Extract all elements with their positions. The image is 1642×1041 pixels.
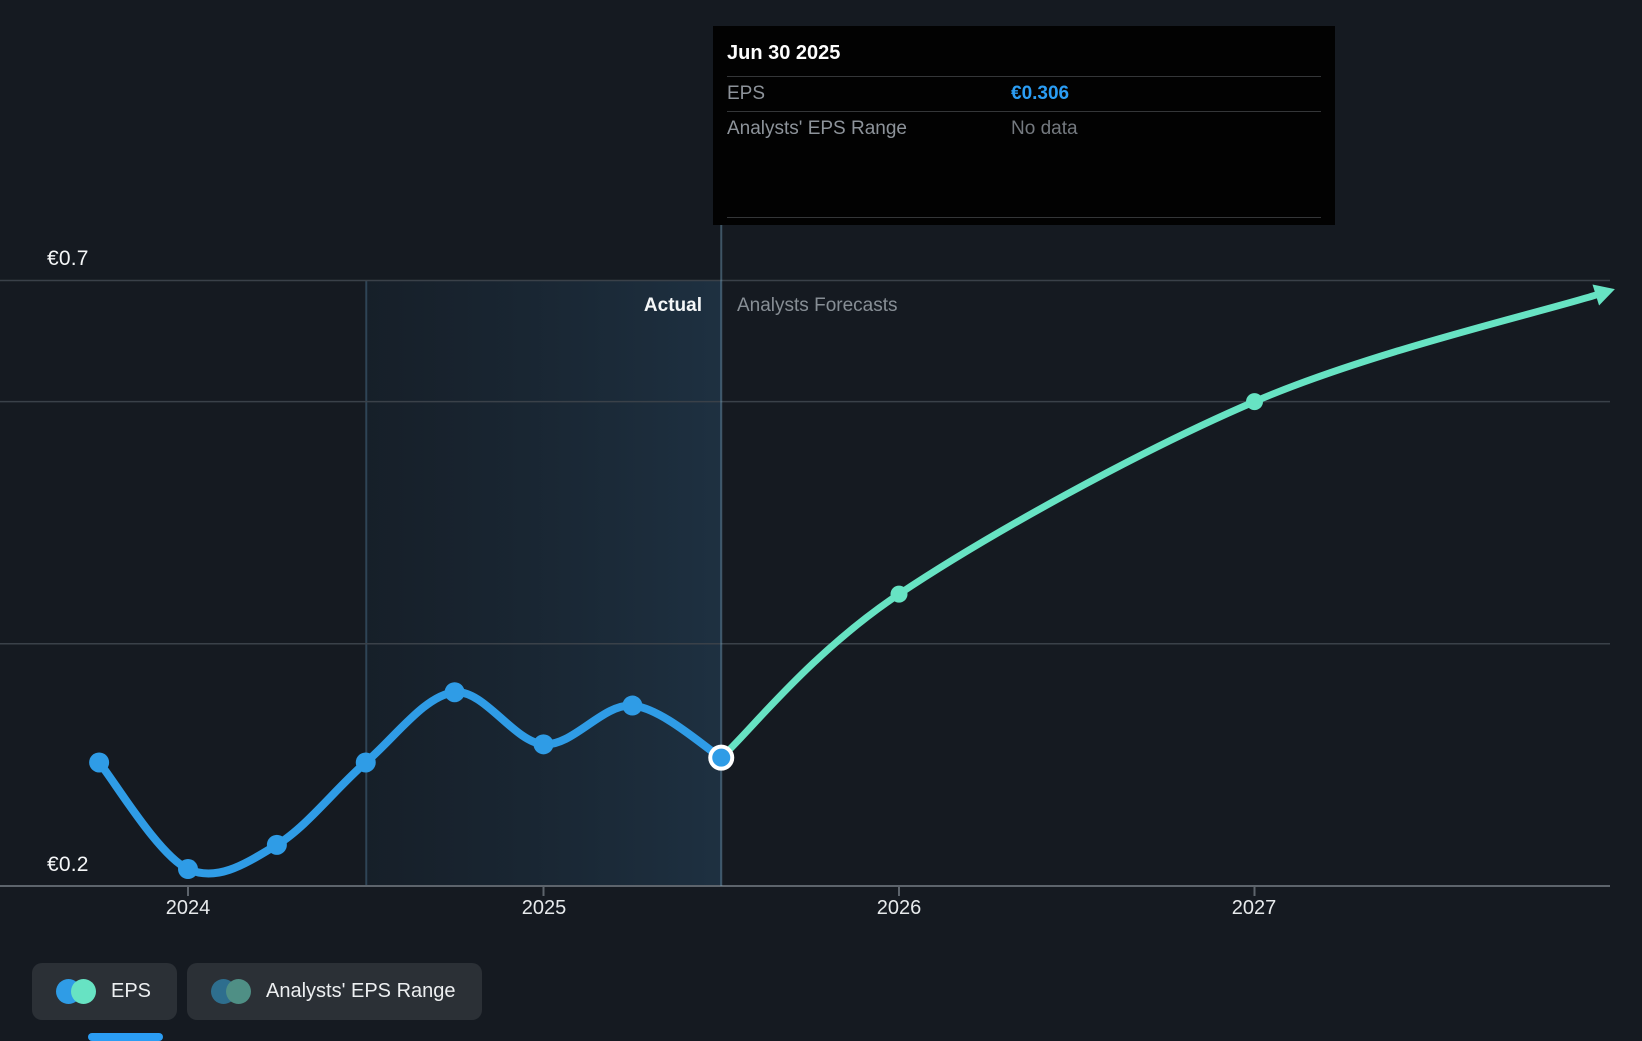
legend-item-eps-range[interactable]: Analysts' EPS Range (187, 963, 482, 1020)
actual-data-point (533, 734, 554, 755)
y-axis-label-max: €0.7 (47, 247, 89, 270)
actual-data-point (355, 752, 376, 773)
tooltip-row-eps: EPS €0.306 (727, 77, 1321, 111)
x-tick-2025: 2025 (521, 897, 567, 919)
legend-eps-label: EPS (111, 980, 152, 1002)
forecast-data-point (1246, 393, 1263, 411)
actual-data-point (89, 752, 110, 773)
x-tick-2026: 2026 (876, 897, 922, 919)
tooltip-divider (727, 111, 1321, 112)
tooltip-eps-label: EPS (727, 83, 766, 104)
tooltip-divider (727, 76, 1321, 77)
tooltip-eps-value: €0.306 (1011, 83, 1070, 104)
today-data-point (708, 744, 735, 771)
x-tick-2027: 2027 (1231, 897, 1277, 919)
legend-eps-range-label: Analysts' EPS Range (266, 980, 456, 1002)
actual-period-highlight-band (365, 280, 722, 886)
eps-legend-dot-icon (56, 979, 96, 1004)
actual-data-point (178, 859, 198, 880)
chart-legend: EPS Analysts' EPS Range (32, 963, 482, 1020)
tooltip-row-range: Analysts' EPS Range No data (727, 112, 1321, 146)
y-axis-label-min: €0.2 (47, 853, 89, 876)
tooltip-date-title: Jun 30 2025 (727, 42, 841, 64)
eps-range-legend-dot-icon (211, 979, 252, 1004)
forecast-arrow-icon (1592, 284, 1615, 306)
forecast-eps-line (717, 291, 1600, 762)
actual-section-label: Actual (643, 295, 702, 316)
actual-data-point (444, 682, 465, 703)
tooltip-divider (727, 217, 1321, 218)
tooltip-range-value: No data (1011, 118, 1078, 139)
forecast-data-point (890, 585, 908, 603)
x-tick-2024: 2024 (165, 897, 211, 919)
chart-tooltip: Jun 30 2025 EPS €0.306 Analysts' EPS Ran… (713, 26, 1335, 225)
forecast-section-label: Analysts Forecasts (737, 295, 898, 316)
scroll-indicator[interactable] (88, 1033, 163, 1041)
actual-data-point (266, 834, 287, 855)
legend-item-eps[interactable]: EPS (32, 963, 178, 1020)
tooltip-range-label: Analysts' EPS Range (727, 118, 907, 139)
actual-data-point (622, 695, 643, 716)
